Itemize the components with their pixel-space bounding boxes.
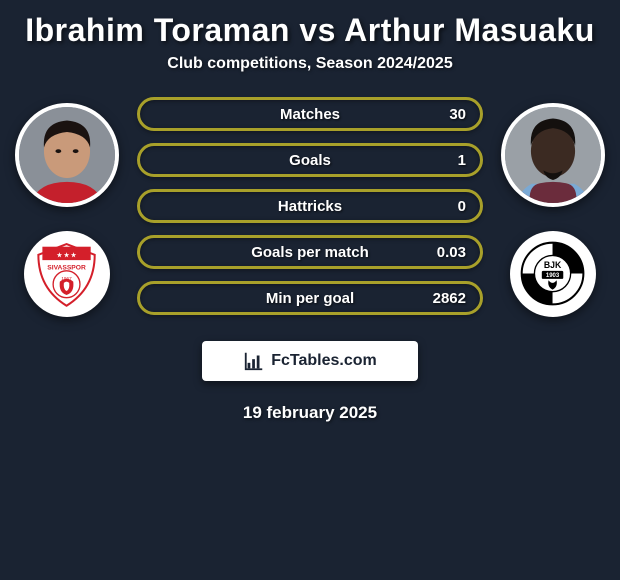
stat-label: Goals [289, 152, 331, 169]
chart-icon [243, 350, 265, 372]
right-column: BJK 1903 [501, 97, 605, 317]
stat-label: Min per goal [266, 290, 354, 307]
club-left-badge: ★ ★ ★ SIVASSPOR 1967 [24, 231, 110, 317]
club-right-icon: BJK 1903 [519, 240, 586, 307]
player-right-avatar [501, 103, 605, 207]
stat-label: Goals per match [251, 244, 369, 261]
subtitle: Club competitions, Season 2024/2025 [10, 55, 610, 97]
brand-text: FcTables.com [271, 352, 377, 370]
stat-label: Matches [280, 106, 340, 123]
footer-date: 19 february 2025 [10, 381, 610, 423]
page-title: Ibrahim Toraman vs Arthur Masuaku [10, 0, 610, 55]
brand-badge[interactable]: FcTables.com [202, 341, 418, 381]
stat-label: Hattricks [278, 198, 342, 215]
stat-value: 2862 [433, 290, 466, 307]
club-left-icon: ★ ★ ★ SIVASSPOR 1967 [33, 240, 100, 307]
stat-row-min-per-goal: Min per goal 2862 [137, 281, 483, 315]
left-column: ★ ★ ★ SIVASSPOR 1967 [15, 97, 119, 317]
stat-row-matches: Matches 30 [137, 97, 483, 131]
svg-text:★ ★ ★: ★ ★ ★ [57, 252, 77, 259]
stat-value: 1 [458, 152, 466, 169]
svg-text:BJK: BJK [544, 261, 562, 271]
stat-row-hattricks: Hattricks 0 [137, 189, 483, 223]
player-right-icon [505, 107, 601, 203]
main-row: ★ ★ ★ SIVASSPOR 1967 Matches 30 Goals 1 [10, 97, 610, 317]
svg-text:1903: 1903 [546, 273, 560, 279]
club-right-badge: BJK 1903 [510, 231, 596, 317]
stat-value: 0.03 [437, 244, 466, 261]
stat-row-goals: Goals 1 [137, 143, 483, 177]
comparison-card: Ibrahim Toraman vs Arthur Masuaku Club c… [0, 0, 620, 423]
stat-row-goals-per-match: Goals per match 0.03 [137, 235, 483, 269]
player-left-avatar [15, 103, 119, 207]
stat-value: 0 [458, 198, 466, 215]
stat-value: 30 [449, 106, 466, 123]
stats-column: Matches 30 Goals 1 Hattricks 0 Goals per… [137, 97, 483, 315]
player-left-icon [19, 107, 115, 203]
